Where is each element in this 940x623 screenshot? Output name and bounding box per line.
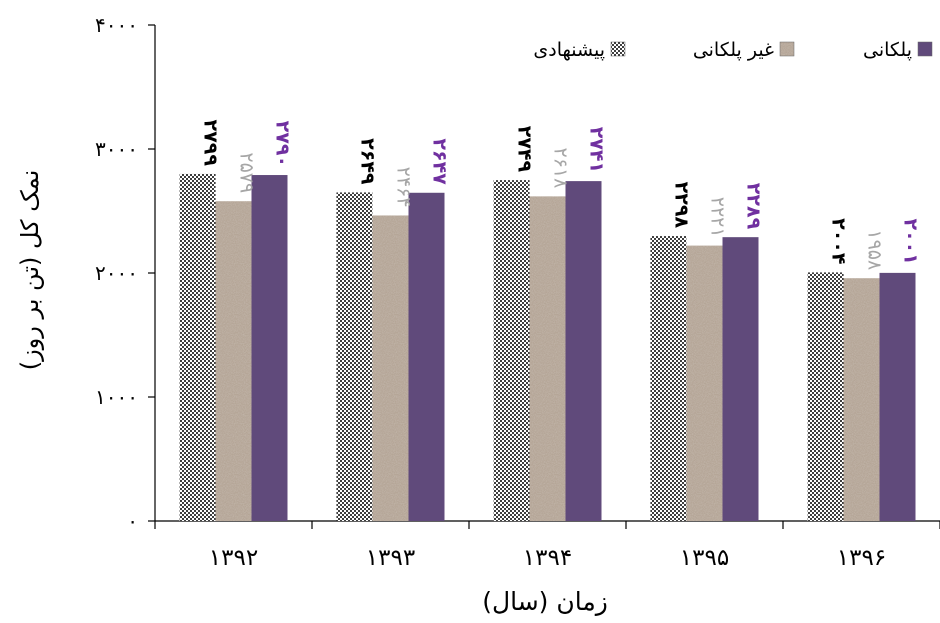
bar <box>493 180 530 521</box>
y-tick-label: ۰ <box>127 509 138 533</box>
x-tick-label: ۱۳۹۴ <box>523 545 572 571</box>
x-tick-label: ۱۳۹۳ <box>366 545 415 571</box>
bar <box>179 173 216 521</box>
y-tick-label: ۴۰۰۰ <box>95 13 138 37</box>
x-tick-label: ۱۳۹۵ <box>680 545 729 571</box>
legend-swatch <box>610 41 626 57</box>
y-tick-label: ۱۰۰۰ <box>95 385 138 409</box>
bar <box>650 236 687 521</box>
data-label: ۲۷۹۹ <box>200 120 222 167</box>
data-label: ۲۶۴۷ <box>429 138 451 185</box>
bar <box>408 192 445 521</box>
bar <box>722 237 759 521</box>
data-label: ۲۰۰۱ <box>900 218 922 264</box>
legend: پلکانی غیر پلکانی پیشنهادی <box>533 39 933 61</box>
bar <box>529 196 566 522</box>
data-label: ۲۶۱۸ <box>550 148 572 189</box>
data-label: ۲۵۷۹ <box>236 152 258 193</box>
y-tick-label: ۳۰۰۰ <box>95 137 138 161</box>
x-axis-title: زمان (سال) <box>482 587 608 616</box>
bar <box>879 272 916 521</box>
x-tick-label: ۱۳۹۶ <box>837 545 886 571</box>
bar <box>251 175 288 522</box>
bar <box>565 181 602 521</box>
data-label: ۲۲۲۱ <box>707 197 729 238</box>
y-axis-title: نمک کل (تن بر روز) <box>16 170 44 371</box>
y-tick-label: ۲۰۰۰ <box>95 261 138 285</box>
bar <box>843 278 880 521</box>
data-label: ۲۰۰۴ <box>828 218 850 264</box>
data-label: ۲۷۴۱ <box>586 127 608 173</box>
data-label: ۲۴۶۴ <box>393 167 415 208</box>
legend-swatch <box>779 41 795 57</box>
legend-label: غیر پلکانی <box>693 39 774 61</box>
bar <box>336 192 373 522</box>
data-label: ۲۲۸۹ <box>743 183 765 230</box>
bar <box>807 272 844 521</box>
data-label: ۲۶۴۹ <box>357 138 379 185</box>
legend-swatch <box>917 41 933 57</box>
data-label: ۲۲۹۸ <box>671 182 693 229</box>
bar <box>686 245 723 521</box>
legend-label: پیشنهادی <box>533 39 605 61</box>
bar <box>215 201 252 522</box>
data-label: ۱۹۵۸ <box>864 229 886 270</box>
legend-label: پلکانی <box>863 39 912 61</box>
x-tick-label: ۱۳۹۲ <box>209 545 258 571</box>
data-label: ۲۷۹۰ <box>272 121 294 167</box>
bar <box>372 215 409 522</box>
data-label: ۲۷۴۹ <box>514 126 536 173</box>
